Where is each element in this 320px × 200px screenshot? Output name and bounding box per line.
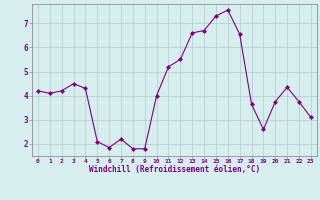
X-axis label: Windchill (Refroidissement éolien,°C): Windchill (Refroidissement éolien,°C) — [89, 165, 260, 174]
